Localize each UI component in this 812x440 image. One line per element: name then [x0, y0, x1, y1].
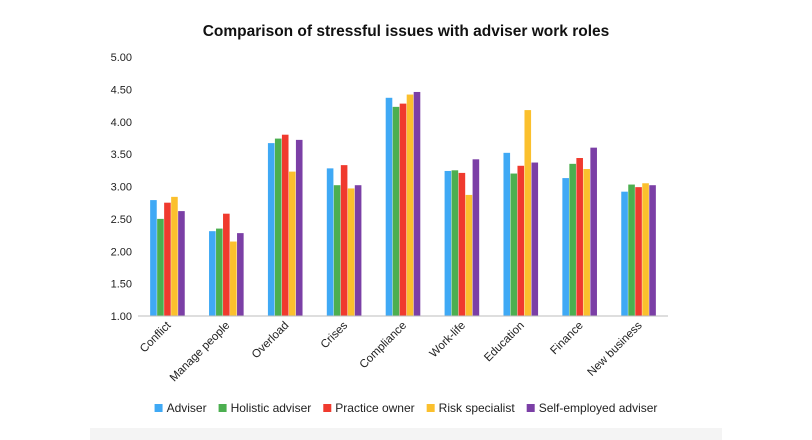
- legend-label: Self-employed adviser: [539, 401, 658, 415]
- legend-swatch: [426, 404, 435, 412]
- y-tick-label: 1.50: [111, 279, 132, 291]
- bar-manage-people-self-employed-adviser: [237, 233, 244, 316]
- bar-overload-practice-owner: [281, 134, 289, 316]
- bar-finance-holistic-adviser: [569, 163, 576, 316]
- legend-swatch: [323, 404, 332, 412]
- bar-work-life-risk-specialist: [465, 194, 473, 316]
- bar-crises-practice-owner: [340, 165, 348, 316]
- bar-conflict-practice-owner: [164, 202, 171, 316]
- bar-work-life-practice-owner: [458, 172, 466, 316]
- y-tick-label: 3.50: [111, 149, 132, 161]
- bar-work-life-self-employed-adviser: [472, 159, 480, 316]
- bar-overload-risk-specialist: [288, 171, 296, 316]
- bar-education-holistic-adviser: [510, 173, 518, 316]
- bar-manage-people-risk-specialist: [230, 241, 237, 316]
- y-tick-label: 3.00: [111, 182, 132, 194]
- y-tick-label: 1.00: [111, 311, 132, 323]
- bar-crises-adviser: [326, 168, 334, 316]
- bar-conflict-adviser: [150, 200, 157, 316]
- bar-education-self-employed-adviser: [531, 162, 539, 316]
- bar-finance-adviser: [562, 178, 569, 316]
- bar-work-life-holistic-adviser: [451, 170, 459, 316]
- y-axis: 1.00 1.50 2.00 2.50 3.00 3.50 4.00 4.50 5.00: [111, 52, 132, 323]
- bar-crises-self-employed-adviser: [354, 185, 362, 316]
- legend-swatch: [526, 404, 535, 412]
- bar-education-risk-specialist: [524, 110, 532, 316]
- y-tick-label: 2.00: [111, 246, 132, 258]
- bar-new-business-practice-owner: [635, 187, 642, 316]
- bar-manage-people-practice-owner: [223, 213, 230, 316]
- bar-compliance-risk-specialist: [406, 94, 414, 317]
- bar-new-business-adviser: [621, 191, 628, 316]
- legend-label: Adviser: [167, 401, 207, 415]
- bar-overload-holistic-adviser: [274, 138, 282, 316]
- y-tick-label: 2.50: [111, 214, 132, 226]
- bar-finance-practice-owner: [576, 158, 583, 316]
- bar-conflict-self-employed-adviser: [178, 211, 185, 316]
- legend: Adviser Holistic adviser Practice owner Ris…: [154, 401, 658, 415]
- bar-manage-people-adviser: [209, 231, 216, 316]
- bar-conflict-risk-specialist: [171, 196, 178, 316]
- bars-group: [150, 91, 656, 317]
- bottom-strip: [90, 428, 722, 440]
- legend-swatch: [154, 404, 163, 412]
- bar-crises-holistic-adviser: [333, 185, 341, 316]
- bar-education-adviser: [503, 152, 511, 316]
- y-tick-label: 5.00: [111, 52, 132, 64]
- bar-compliance-holistic-adviser: [392, 106, 400, 316]
- bar-overload-self-employed-adviser: [295, 139, 303, 316]
- bar-work-life-adviser: [444, 170, 452, 316]
- y-tick-label: 4.00: [111, 117, 132, 129]
- bar-manage-people-holistic-adviser: [216, 228, 223, 316]
- bar-overload-adviser: [267, 143, 275, 316]
- bar-compliance-adviser: [385, 97, 393, 316]
- bar-new-business-self-employed-adviser: [649, 185, 656, 316]
- chart-title: Comparison of stressful issues with advi…: [203, 23, 610, 40]
- legend-label: Holistic adviser: [231, 401, 312, 415]
- bar-conflict-holistic-adviser: [157, 218, 164, 316]
- legend-swatch: [218, 404, 227, 412]
- y-tick-label: 4.50: [111, 84, 132, 96]
- bar-crises-risk-specialist: [347, 188, 355, 316]
- bar-compliance-self-employed-adviser: [413, 91, 421, 316]
- bar-new-business-holistic-adviser: [628, 184, 635, 316]
- bar-new-business-risk-specialist: [642, 183, 649, 316]
- bar-finance-risk-specialist: [583, 169, 590, 316]
- legend-label: Risk specialist: [439, 401, 516, 415]
- bar-compliance-practice-owner: [399, 103, 407, 317]
- legend-label: Practice owner: [335, 401, 414, 415]
- bar-education-practice-owner: [517, 165, 525, 316]
- bar-finance-self-employed-adviser: [590, 147, 597, 316]
